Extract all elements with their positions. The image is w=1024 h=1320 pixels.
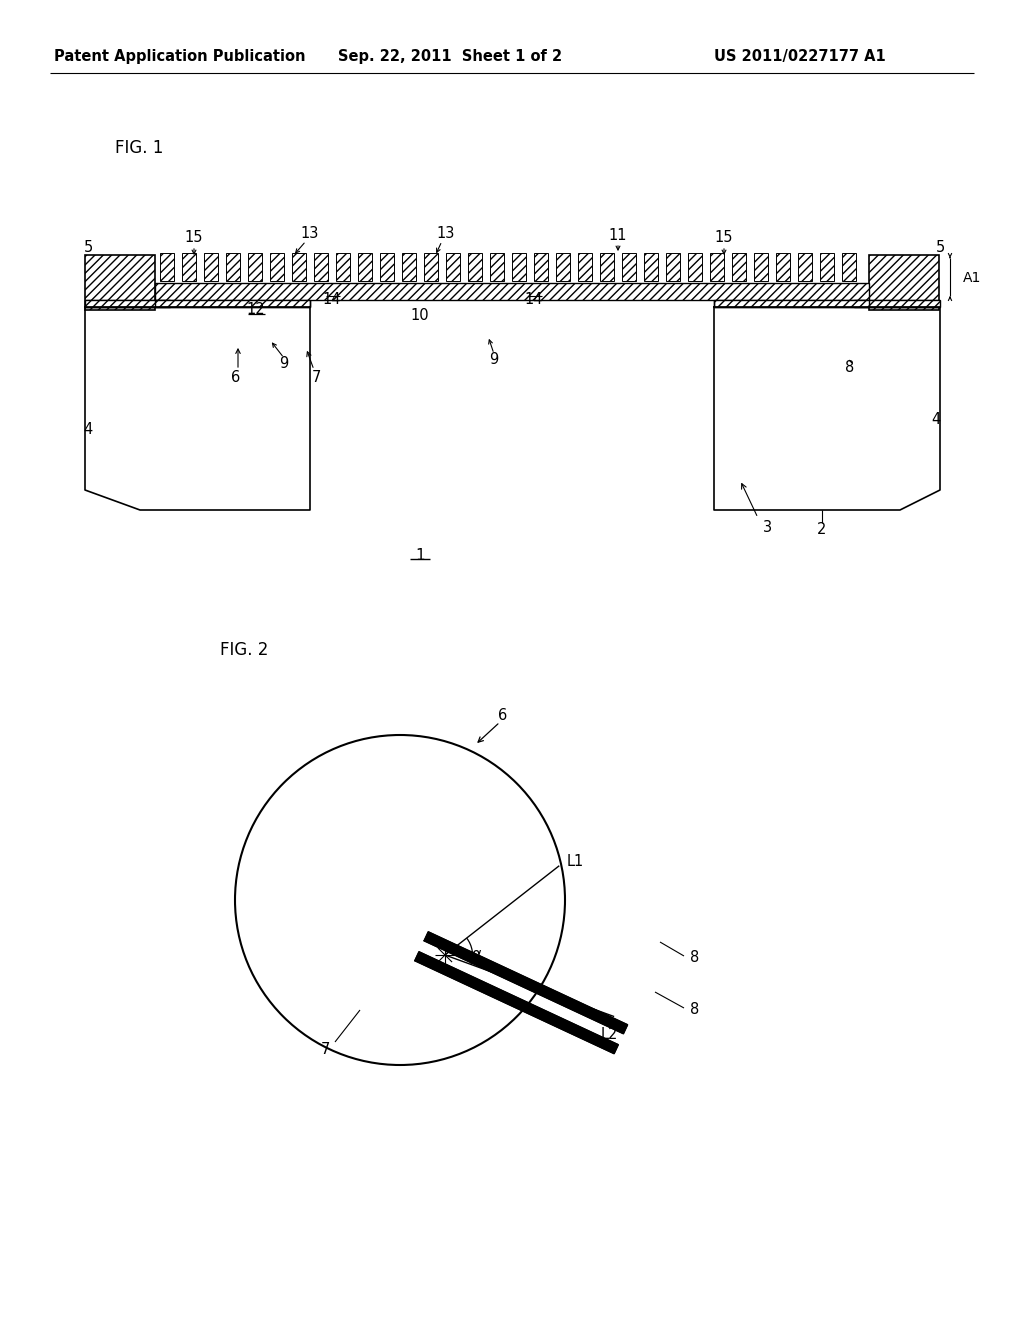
Text: 3: 3 [764, 520, 772, 536]
Text: 2: 2 [817, 523, 826, 537]
Bar [622, 253, 636, 281]
Text: L1: L1 [566, 854, 584, 870]
Text: 5: 5 [935, 239, 944, 255]
Bar [512, 253, 526, 281]
Bar [714, 300, 940, 308]
Bar [226, 253, 240, 281]
Text: 8: 8 [690, 950, 699, 965]
Text: US 2011/0227177 A1: US 2011/0227177 A1 [714, 49, 886, 65]
Bar [358, 253, 372, 281]
Bar [754, 253, 768, 281]
Bar [688, 253, 702, 281]
Bar [85, 300, 170, 308]
Bar [534, 253, 548, 281]
Bar [666, 253, 680, 281]
Text: 5: 5 [83, 239, 92, 255]
Text: FIG. 1: FIG. 1 [115, 139, 164, 157]
Text: 14: 14 [524, 293, 544, 308]
Bar [490, 253, 504, 281]
Bar [402, 253, 416, 281]
Bar [380, 253, 394, 281]
Bar [776, 253, 790, 281]
Bar [710, 253, 724, 281]
Text: 1: 1 [415, 548, 425, 562]
Bar [182, 253, 196, 281]
Bar [248, 253, 262, 281]
Text: 4: 4 [83, 422, 92, 437]
Bar [204, 253, 218, 281]
Bar [600, 253, 614, 281]
Bar [424, 253, 438, 281]
Bar [854, 300, 939, 308]
Text: FIG. 2: FIG. 2 [220, 642, 268, 659]
Polygon shape [424, 932, 628, 1034]
Text: A1: A1 [963, 271, 981, 285]
Bar [292, 253, 306, 281]
Text: L2: L2 [600, 1027, 617, 1041]
Text: 8: 8 [846, 360, 855, 375]
Bar [160, 253, 174, 281]
Text: 8: 8 [690, 1002, 699, 1018]
Bar [336, 253, 350, 281]
Bar [270, 253, 284, 281]
Bar [446, 253, 460, 281]
Bar [468, 253, 482, 281]
Bar [85, 300, 310, 308]
Text: 9: 9 [489, 352, 499, 367]
Text: 11: 11 [608, 228, 628, 243]
Text: Sep. 22, 2011  Sheet 1 of 2: Sep. 22, 2011 Sheet 1 of 2 [338, 49, 562, 65]
Text: 13: 13 [301, 226, 319, 240]
Text: 9: 9 [280, 356, 289, 371]
Text: 6: 6 [499, 708, 508, 722]
Text: α: α [471, 948, 481, 962]
Bar [155, 282, 869, 300]
Bar [798, 253, 812, 281]
Bar [842, 253, 856, 281]
Bar [578, 253, 592, 281]
Polygon shape [415, 952, 618, 1053]
Bar [644, 253, 658, 281]
Bar [556, 253, 570, 281]
Bar [820, 253, 834, 281]
Text: 4: 4 [932, 412, 941, 428]
Text: 15: 15 [184, 231, 203, 246]
Text: 7: 7 [321, 1043, 330, 1057]
Text: 15: 15 [715, 231, 733, 246]
Bar [314, 253, 328, 281]
Text: 14: 14 [323, 293, 341, 308]
Text: 13: 13 [437, 226, 456, 240]
Bar [85, 255, 155, 310]
Text: 6: 6 [231, 371, 241, 385]
Text: 12: 12 [247, 302, 265, 318]
Text: 10: 10 [411, 308, 429, 322]
Polygon shape [714, 308, 940, 510]
Bar [869, 255, 939, 310]
Text: Patent Application Publication: Patent Application Publication [54, 49, 306, 65]
Polygon shape [85, 308, 310, 510]
Bar [732, 253, 746, 281]
Text: 7: 7 [311, 371, 321, 385]
